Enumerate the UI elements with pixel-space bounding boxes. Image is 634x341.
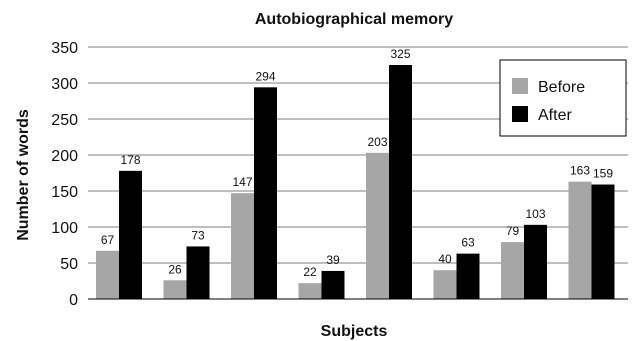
gridlines	[88, 46, 628, 264]
legend-label-after: After	[538, 107, 572, 124]
data-label-after: 159	[593, 167, 613, 181]
bar-before	[568, 181, 592, 299]
data-label-after: 294	[255, 69, 275, 83]
bar-before	[163, 280, 187, 299]
bar-before	[96, 250, 119, 299]
data-labels: 67 26 147 22 203 40 79 163 178 73 294 39 325 63 103 159	[101, 47, 614, 279]
bar-after	[119, 170, 142, 299]
data-label-before: 79	[506, 224, 520, 238]
bar-after	[456, 253, 480, 299]
y-axis-label: Number of words	[15, 109, 32, 241]
data-label-before: 163	[570, 164, 590, 178]
bar-before	[501, 242, 524, 299]
data-label-after: 63	[461, 236, 475, 250]
data-label-before: 26	[168, 262, 182, 276]
bar-after	[389, 65, 412, 299]
x-axis-label: Subjects	[321, 323, 388, 340]
bar-after	[186, 246, 210, 299]
bar-before	[231, 193, 254, 299]
y-tick-label: 200	[51, 148, 78, 165]
bar-after	[254, 87, 277, 299]
y-tick-label: 100	[51, 220, 78, 237]
y-tick-label: 350	[51, 40, 78, 57]
legend: Before After	[499, 59, 627, 137]
data-label-before: 203	[367, 135, 387, 149]
data-label-after: 178	[120, 153, 140, 167]
y-tick-label: 0	[69, 292, 78, 309]
data-label-after: 73	[191, 228, 205, 242]
chart-title: Autobiographical memory	[255, 11, 453, 28]
y-tick-label: 300	[51, 76, 78, 93]
y-tick-label: 150	[51, 184, 78, 201]
bar-after	[524, 224, 547, 299]
bar-before	[433, 270, 457, 299]
legend-box	[499, 59, 627, 137]
data-label-before: 147	[232, 175, 252, 189]
legend-label-before: Before	[538, 79, 585, 96]
data-label-before: 67	[101, 233, 115, 247]
y-tick-label: 50	[60, 256, 78, 273]
y-tick-label: 250	[51, 112, 78, 129]
data-label-after: 325	[390, 47, 410, 61]
data-label-after: 39	[326, 253, 340, 267]
bar-after	[321, 270, 345, 299]
data-label-after: 103	[525, 207, 545, 221]
bars	[96, 65, 615, 299]
legend-swatch-before	[512, 78, 528, 94]
data-label-before: 22	[303, 265, 317, 279]
data-label-before: 40	[438, 252, 452, 266]
bar-before	[298, 283, 322, 299]
legend-swatch-after	[512, 106, 528, 122]
bar-before	[366, 152, 389, 299]
y-axis-ticks: 0 50 100 150 200 250 300 350	[51, 40, 78, 309]
bar-after	[591, 184, 615, 299]
